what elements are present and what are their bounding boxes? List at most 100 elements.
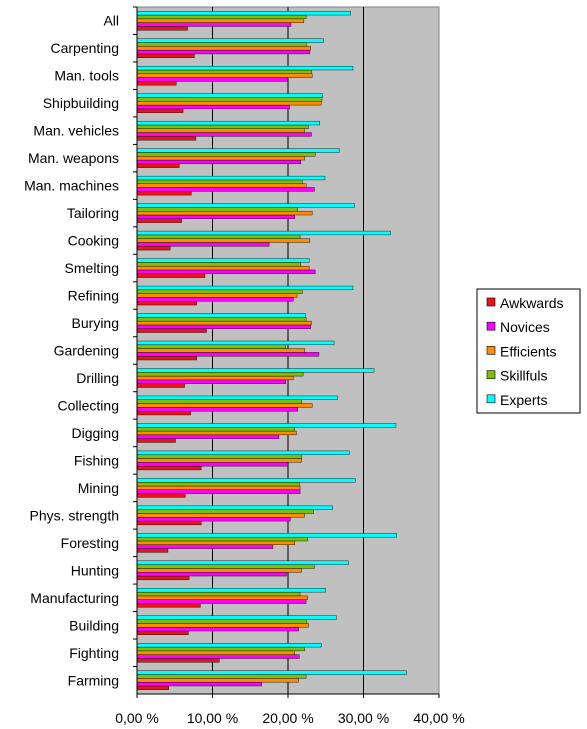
bar-phys-strength-novices bbox=[136, 517, 291, 522]
bar-farming-awkwards bbox=[136, 685, 169, 690]
x-tick-label: 20,00 % bbox=[262, 710, 313, 726]
bar-collecting-efficients bbox=[136, 403, 313, 408]
bar-foresting-skillfuls bbox=[136, 536, 308, 542]
plot-area bbox=[133, 6, 440, 695]
bar-building-efficients bbox=[136, 623, 309, 628]
bar-hunting-awkwards bbox=[136, 575, 190, 581]
bar-fishing-efficients bbox=[136, 458, 302, 463]
legend-swatch-experts bbox=[486, 394, 496, 404]
legend-label-novices: Novices bbox=[500, 319, 550, 335]
category-label: Refining bbox=[68, 288, 119, 304]
bar-building-novices bbox=[136, 627, 299, 632]
bar-carpenting-awkwards bbox=[136, 53, 195, 58]
bar-man-weapons-novices bbox=[136, 159, 302, 165]
bar-man-vehicles-novices bbox=[136, 132, 312, 137]
category-label: Mining bbox=[78, 480, 119, 496]
bar-man-machines-experts bbox=[136, 175, 326, 181]
bar-burying-experts bbox=[136, 313, 306, 318]
bar-building-awkwards bbox=[136, 630, 189, 635]
bar-smelting-skillfuls bbox=[136, 262, 302, 267]
bar-all-awkwards bbox=[136, 26, 188, 31]
x-tick-label: 10,00 % bbox=[187, 710, 238, 726]
category-label: Drilling bbox=[76, 370, 119, 386]
bar-cooking-skillfuls bbox=[136, 234, 301, 239]
bar-burying-novices bbox=[136, 324, 311, 329]
category-label: Building bbox=[69, 617, 119, 633]
bar-man-weapons-awkwards bbox=[136, 163, 180, 168]
bar-phys-strength-skillfuls bbox=[136, 509, 314, 514]
category-label: Phys. strength bbox=[30, 507, 120, 523]
bar-phys-strength-efficients bbox=[136, 513, 305, 518]
bar-carpenting-novices bbox=[136, 49, 311, 55]
category-label: Smelting bbox=[65, 260, 119, 276]
bar-fighting-experts bbox=[136, 643, 322, 648]
bar-smelting-awkwards bbox=[136, 273, 206, 278]
bar-shipbuilding-novices bbox=[136, 104, 290, 110]
bar-all-novices bbox=[136, 22, 292, 27]
category-label: Man. vehicles bbox=[33, 123, 119, 139]
bar-tailoring-experts bbox=[136, 203, 355, 208]
category-label: Gardening bbox=[54, 343, 119, 359]
bar-mining-experts bbox=[136, 478, 356, 483]
bar-man-weapons-efficients bbox=[136, 156, 305, 161]
legend-label-efficients: Efficients bbox=[500, 343, 557, 359]
bar-manufacturing-efficients bbox=[136, 595, 308, 600]
bar-fighting-skillfuls bbox=[136, 646, 305, 652]
bar-man-tools-awkwards bbox=[136, 81, 177, 86]
bar-foresting-efficients bbox=[136, 540, 295, 545]
bar-burying-efficients bbox=[136, 320, 312, 326]
bar-shipbuilding-awkwards bbox=[136, 108, 184, 113]
bar-gardening-awkwards bbox=[136, 356, 197, 361]
bar-drilling-efficients bbox=[136, 375, 294, 381]
category-label: Burying bbox=[72, 315, 119, 331]
legend-swatch-efficients bbox=[486, 346, 496, 355]
bar-fishing-novices bbox=[136, 462, 289, 467]
bar-gardening-experts bbox=[136, 340, 335, 345]
bar-digging-skillfuls bbox=[136, 427, 295, 432]
bar-farming-efficients bbox=[136, 678, 299, 683]
bar-building-experts bbox=[136, 615, 337, 620]
bar-man-tools-efficients bbox=[136, 73, 313, 78]
bar-man-tools-experts bbox=[136, 65, 354, 71]
bar-mining-novices bbox=[136, 489, 301, 494]
bar-mining-efficients bbox=[136, 485, 301, 490]
bar-all-efficients bbox=[136, 18, 305, 23]
bar-fighting-awkwards bbox=[136, 658, 220, 663]
bar-foresting-awkwards bbox=[136, 548, 169, 553]
bar-cooking-novices bbox=[136, 242, 270, 247]
bar-carpenting-experts bbox=[136, 38, 324, 43]
bar-mining-awkwards bbox=[136, 493, 186, 498]
bar-collecting-skillfuls bbox=[136, 399, 302, 404]
bar-man-machines-efficients bbox=[136, 183, 307, 188]
category-label: Man. weapons bbox=[28, 150, 119, 166]
category-label: Man. machines bbox=[24, 178, 119, 194]
bar-mining-skillfuls bbox=[136, 482, 300, 487]
bar-man-machines-awkwards bbox=[136, 191, 192, 196]
bar-refining-novices bbox=[136, 297, 294, 302]
legend: Awkwards Novices Efficients Skillfuls Expert… bbox=[476, 288, 581, 414]
bar-collecting-experts bbox=[136, 395, 339, 400]
bar-digging-efficients bbox=[136, 430, 297, 436]
bar-man-weapons-skillfuls bbox=[136, 152, 316, 157]
legend-swatch-novices bbox=[486, 321, 496, 331]
bar-refining-skillfuls bbox=[136, 289, 303, 294]
bar-shipbuilding-skillfuls bbox=[136, 97, 323, 102]
bar-digging-awkwards bbox=[136, 438, 176, 443]
category-label: Foresting bbox=[61, 535, 119, 551]
bar-fishing-experts bbox=[136, 450, 350, 455]
bar-fishing-awkwards bbox=[136, 465, 202, 471]
bar-refining-efficients bbox=[136, 293, 298, 298]
bar-carpenting-skillfuls bbox=[136, 42, 308, 47]
bar-gardening-novices bbox=[136, 352, 320, 357]
bar-collecting-awkwards bbox=[136, 410, 191, 416]
category-label: Man. tools bbox=[54, 68, 119, 84]
bar-burying-skillfuls bbox=[136, 317, 307, 322]
bar-manufacturing-skillfuls bbox=[136, 591, 301, 597]
x-tick-label: 0,00 % bbox=[115, 710, 159, 726]
bar-cooking-experts bbox=[136, 230, 391, 236]
bar-smelting-efficients bbox=[136, 265, 310, 271]
category-label: Digging bbox=[72, 425, 119, 441]
bar-man-vehicles-experts bbox=[136, 120, 320, 126]
bar-hunting-experts bbox=[136, 560, 349, 565]
bar-man-machines-novices bbox=[136, 187, 315, 192]
